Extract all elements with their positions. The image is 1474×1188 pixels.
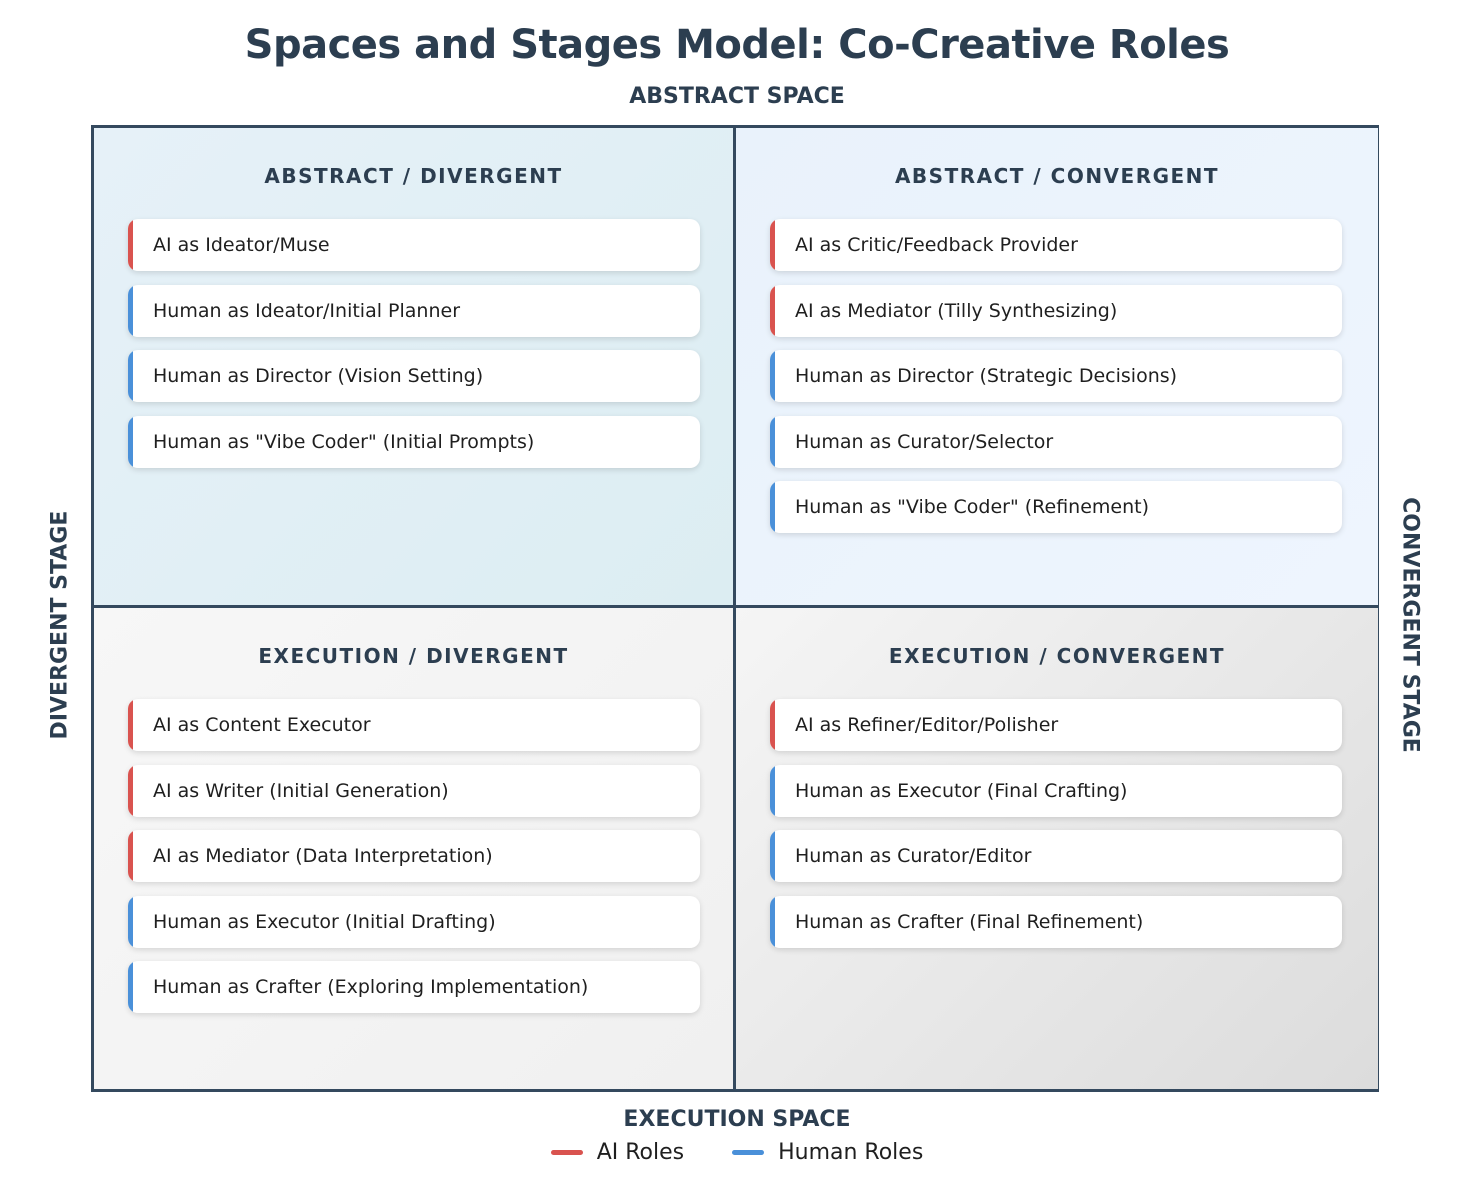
ai-role-card: AI as Critic/Feedback Provider	[770, 219, 1342, 271]
human-role-card: Human as Crafter (Exploring Implementati…	[128, 961, 700, 1013]
human-role-card: Human as "Vibe Coder" (Initial Prompts)	[128, 415, 700, 468]
role-list: AI as Content Executor AI as Writer (Init…	[128, 699, 700, 1013]
human-role-card: Human as Ideator/Initial Planner	[128, 284, 700, 337]
human-role-card: Human as Director (Vision Setting)	[128, 350, 700, 402]
ai-role-card: AI as Mediator (Data Interpretation)	[128, 830, 700, 882]
legend-item-ai: AI Roles	[550, 1140, 685, 1165]
quadrant-title: ABSTRACT / CONVERGENT	[894, 164, 1220, 188]
legend: AI Roles Human Roles	[0, 1140, 1474, 1165]
ai-role-card: AI as Refiner/Editor/Polisher	[770, 699, 1342, 751]
quadrant-title: ABSTRACT / DIVERGENT	[264, 164, 563, 188]
human-role-card: Human as "Vibe Coder" (Refinement)	[770, 481, 1342, 533]
axis-label-convergent-stage: CONVERGENT STAGE	[1397, 497, 1423, 753]
legend-swatch-human	[732, 1150, 765, 1155]
legend-label-human: Human Roles	[778, 1140, 924, 1165]
legend-item-human: Human Roles	[732, 1140, 923, 1165]
quadrant-grid: ABSTRACT / DIVERGENT AI as Ideator/Muse H…	[91, 125, 1379, 1092]
role-list: AI as Ideator/Muse Human as Ideator/Initi…	[128, 219, 700, 468]
ai-role-card: AI as Writer (Initial Generation)	[128, 764, 700, 817]
human-role-card: Human as Curator/Editor	[770, 830, 1342, 882]
axis-label-abstract-space: ABSTRACT SPACE	[629, 84, 845, 109]
quadrant-execution-divergent: EXECUTION / DIVERGENT AI as Content Exec…	[94, 608, 736, 1089]
axis-label-divergent-stage: DIVERGENT STAGE	[47, 510, 73, 740]
ai-role-card: AI as Mediator (Tilly Synthesizing)	[770, 284, 1342, 337]
role-list: AI as Critic/Feedback Provider AI as Medi…	[770, 219, 1344, 533]
quadrant-abstract-divergent: ABSTRACT / DIVERGENT AI as Ideator/Muse H…	[94, 128, 736, 608]
quadrant-title: EXECUTION / CONVERGENT	[888, 644, 1226, 668]
role-list: AI as Refiner/Editor/Polisher Human as Ex…	[770, 699, 1344, 948]
human-role-card: Human as Curator/Selector	[770, 415, 1342, 468]
quadrant-abstract-convergent: ABSTRACT / CONVERGENT AI as Critic/Feedb…	[736, 128, 1378, 608]
human-role-card: Human as Director (Strategic Decisions)	[770, 350, 1342, 402]
diagram-title: Spaces and Stages Model: Co-Creative Rol…	[244, 22, 1230, 68]
ai-role-card: AI as Content Executor	[128, 699, 700, 751]
human-role-card: Human as Executor (Initial Drafting)	[128, 895, 700, 948]
quadrant-title: EXECUTION / DIVERGENT	[258, 644, 569, 668]
quadrant-execution-convergent: EXECUTION / CONVERGENT AI as Refiner/Edi…	[736, 608, 1378, 1089]
axis-label-execution-space: EXECUTION SPACE	[623, 1107, 851, 1132]
legend-label-ai: AI Roles	[596, 1140, 685, 1165]
human-role-card: Human as Crafter (Final Refinement)	[770, 895, 1342, 948]
human-role-card: Human as Executor (Final Crafting)	[770, 764, 1342, 817]
legend-swatch-ai	[550, 1150, 583, 1155]
ai-role-card: AI as Ideator/Muse	[128, 219, 700, 271]
